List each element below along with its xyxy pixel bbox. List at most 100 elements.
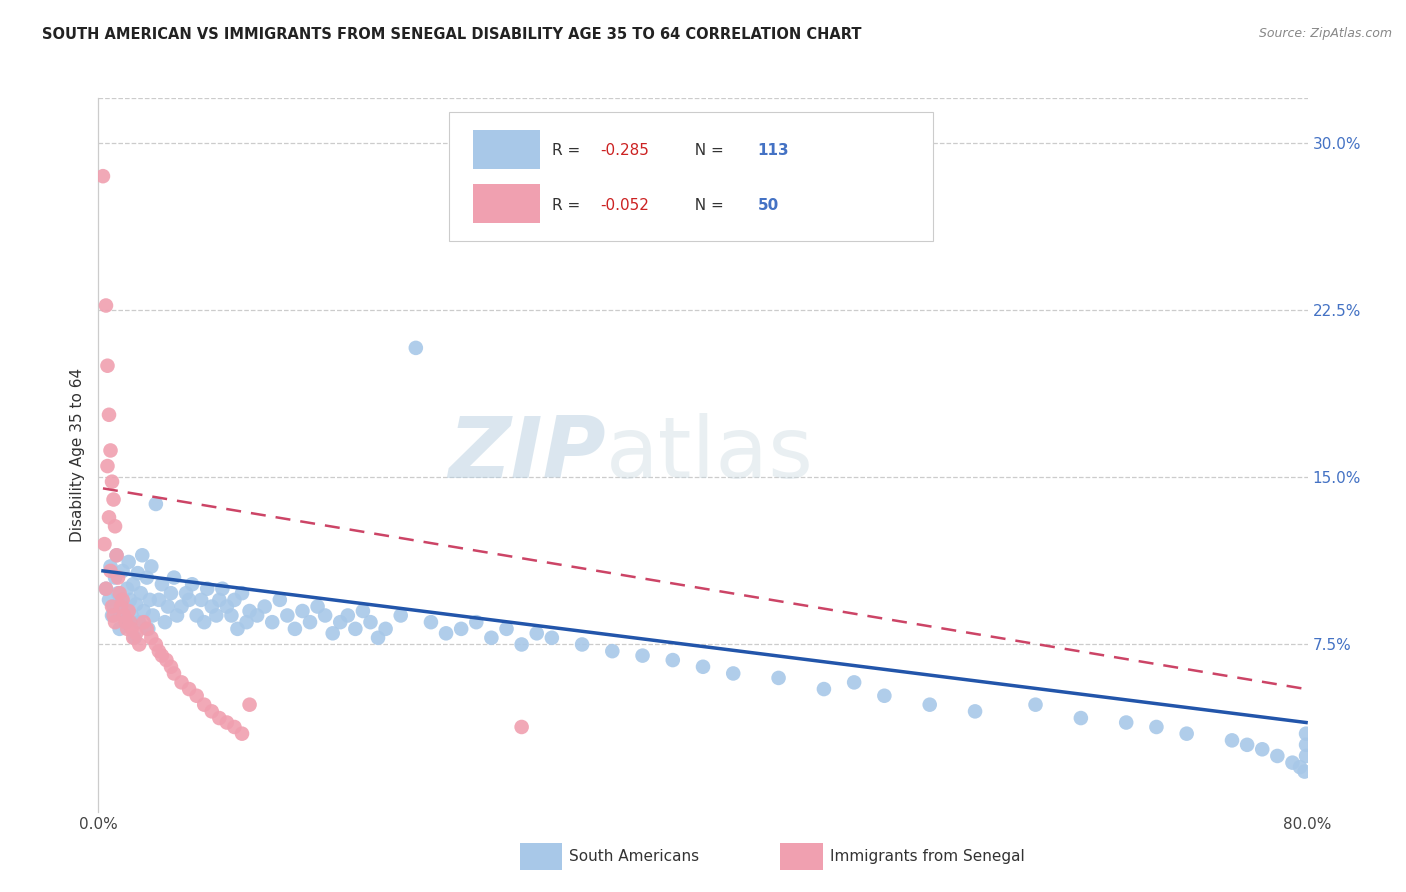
Point [150, 648, 173, 663]
Point [115, 582, 138, 596]
Point [131, 548, 153, 563]
Point [205, 608, 228, 623]
Point [434, 626, 457, 640]
Point [231, 726, 253, 740]
Point [526, 626, 548, 640]
Point [367, 631, 389, 645]
Point [91, 169, 114, 184]
Point [329, 615, 352, 630]
Point [336, 608, 359, 623]
Text: R =: R = [553, 144, 585, 159]
Point [201, 599, 224, 614]
Point [208, 592, 231, 607]
Point [224, 592, 246, 607]
Point [299, 615, 322, 630]
Point [96, 459, 118, 474]
Point [96, 359, 118, 373]
Point [276, 608, 298, 623]
Point [112, 604, 135, 618]
Point [135, 571, 157, 585]
Point [94, 582, 117, 596]
Point [103, 492, 125, 507]
Point [1281, 756, 1303, 770]
Point [1236, 738, 1258, 752]
Point [1024, 698, 1046, 712]
Point [120, 615, 142, 630]
Point [1144, 720, 1167, 734]
FancyBboxPatch shape [474, 130, 540, 169]
Point [631, 648, 654, 663]
Text: -0.285: -0.285 [600, 144, 650, 159]
Point [571, 637, 593, 651]
Point [723, 666, 745, 681]
Point [193, 698, 215, 712]
Point [360, 615, 382, 630]
Point [768, 671, 790, 685]
Point [122, 577, 145, 591]
Text: South Americans: South Americans [569, 849, 700, 863]
Text: N =: N = [685, 198, 728, 212]
Point [1175, 726, 1198, 740]
Point [873, 689, 896, 703]
Point [107, 571, 129, 585]
Point [201, 705, 224, 719]
Point [163, 571, 186, 585]
Point [510, 720, 533, 734]
Point [141, 631, 163, 645]
Point [103, 599, 125, 614]
Point [215, 599, 238, 614]
Point [101, 608, 124, 623]
Point [160, 586, 183, 600]
Point [1070, 711, 1092, 725]
Point [100, 443, 122, 458]
Point [420, 615, 443, 630]
Point [291, 604, 314, 618]
Point [918, 698, 941, 712]
Point [127, 566, 149, 581]
Point [105, 548, 128, 563]
Point [120, 592, 142, 607]
Point [155, 653, 177, 667]
Point [148, 644, 170, 658]
Point [374, 622, 396, 636]
Point [450, 622, 472, 636]
Point [110, 599, 132, 614]
Point [166, 608, 188, 623]
Text: atlas: atlas [606, 413, 814, 497]
Point [142, 608, 165, 623]
Point [186, 608, 208, 623]
Point [221, 608, 243, 623]
Point [1251, 742, 1274, 756]
Point [128, 615, 150, 630]
Point [108, 586, 131, 600]
Text: Source: ZipAtlas.com: Source: ZipAtlas.com [1258, 27, 1392, 40]
Point [1294, 764, 1316, 779]
Point [121, 622, 143, 636]
Point [602, 644, 624, 658]
Point [125, 598, 148, 612]
Text: 113: 113 [758, 144, 789, 159]
FancyBboxPatch shape [449, 112, 932, 241]
Point [405, 341, 427, 355]
Point [193, 615, 215, 630]
Point [235, 615, 257, 630]
Point [344, 622, 367, 636]
Point [179, 681, 201, 696]
Point [1267, 749, 1289, 764]
Point [128, 637, 150, 651]
Point [145, 637, 167, 651]
Text: Immigrants from Senegal: Immigrants from Senegal [830, 849, 1025, 863]
Point [111, 564, 134, 578]
Point [156, 599, 179, 614]
Point [1115, 715, 1137, 730]
Point [181, 577, 204, 591]
Point [136, 622, 159, 636]
Point [208, 711, 231, 725]
Point [118, 604, 141, 618]
Point [98, 592, 121, 607]
Point [114, 615, 136, 630]
Point [160, 660, 183, 674]
Point [510, 637, 533, 651]
Point [174, 586, 197, 600]
Point [107, 586, 129, 600]
